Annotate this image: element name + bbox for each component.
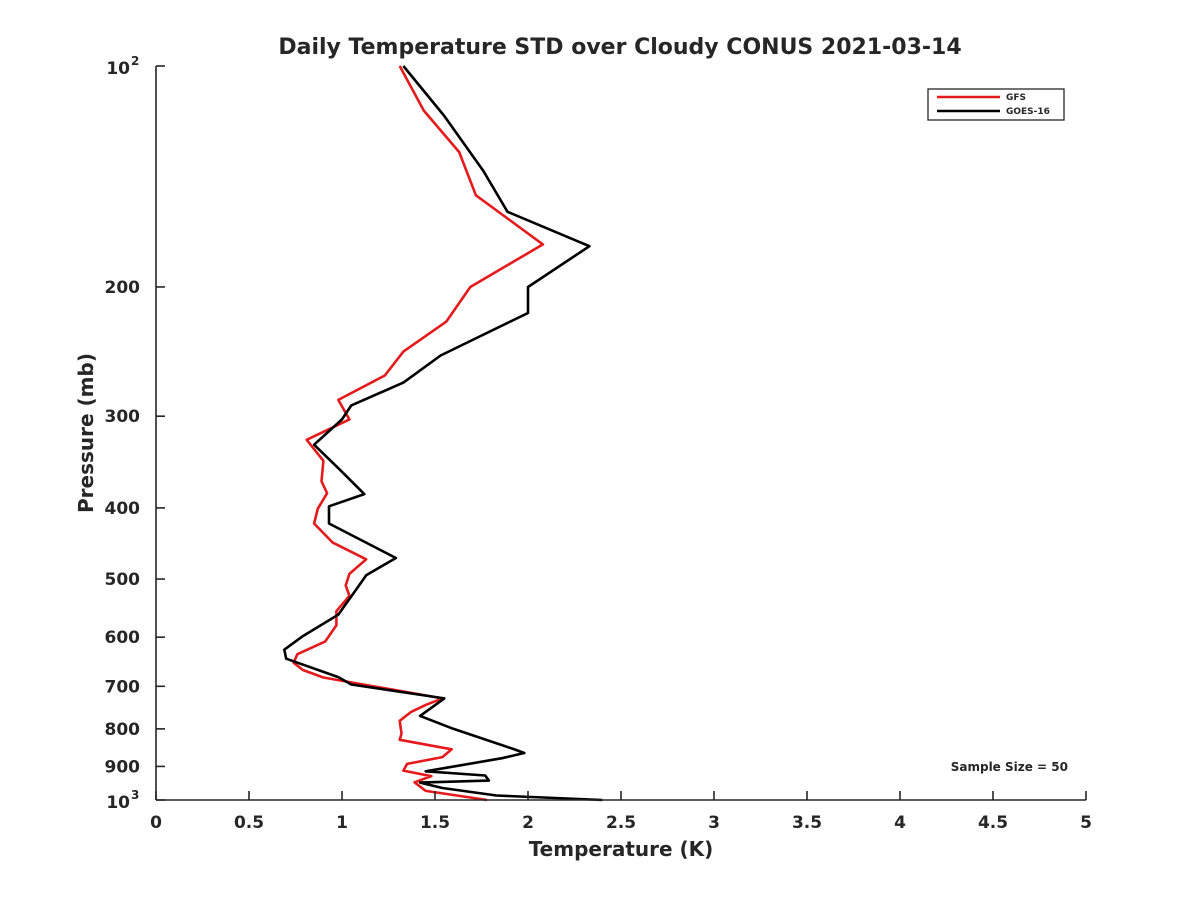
y-tick-label: 400 <box>105 499 141 519</box>
x-axis-label: Temperature (K) <box>529 837 714 861</box>
y-tick-label: 10 2 <box>106 54 139 79</box>
x-tick-label: 5 <box>1080 813 1092 833</box>
x-tick-label: 1.5 <box>420 813 450 833</box>
legend-label-goes16: GOES-16 <box>1006 107 1050 117</box>
x-tick-label: 2 <box>522 813 534 833</box>
y-tick-label-base: 10 <box>106 59 130 79</box>
y-axis-label: Pressure (mb) <box>74 353 98 513</box>
x-ticks: 0 0.5 1 1.5 2 2.5 3 3.5 4 4.5 5 <box>150 791 1092 833</box>
x-tick-label: 3.5 <box>792 813 822 833</box>
x-tick-label: 4 <box>894 813 906 833</box>
y-tick-label-base: 10 <box>106 793 130 813</box>
x-tick-label: 2.5 <box>606 813 636 833</box>
x-tick-label: 0.5 <box>234 813 264 833</box>
x-tick-label: 1 <box>336 813 348 833</box>
y-tick-label: 800 <box>105 720 141 740</box>
sample-size-annotation: Sample Size = 50 <box>951 760 1068 774</box>
y-tick-label-exponent: 3 <box>131 788 139 802</box>
series-line-gfs <box>292 65 545 802</box>
y-tick-label: 300 <box>105 407 141 427</box>
x-tick-label: 4.5 <box>978 813 1008 833</box>
series-layer <box>282 65 603 802</box>
y-tick-label: 700 <box>105 677 141 697</box>
y-tick-label: 900 <box>105 757 141 777</box>
series-line-goes16 <box>282 65 603 802</box>
legend: GFS GOES-16 <box>927 88 1065 121</box>
y-tick-label: 200 <box>105 278 141 298</box>
y-tick-label: 10 3 <box>106 788 139 813</box>
y-tick-label: 600 <box>105 628 141 648</box>
x-tick-label: 0 <box>150 813 162 833</box>
y-tick-label: 500 <box>105 570 141 590</box>
chart-title: Daily Temperature STD over Cloudy CONUS … <box>278 35 961 60</box>
legend-box <box>927 88 1065 121</box>
legend-label-gfs: GFS <box>1006 93 1026 103</box>
x-tick-label: 3 <box>708 813 720 833</box>
y-tick-label-exponent: 2 <box>131 54 139 68</box>
